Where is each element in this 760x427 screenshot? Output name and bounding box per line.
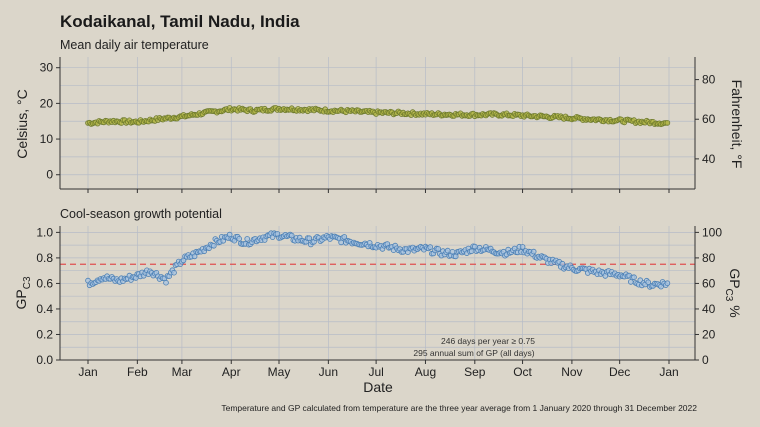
y-tick-label-5: 1.0 — [36, 225, 53, 239]
y-tick-label-3: 0.6 — [36, 276, 53, 290]
data-point — [288, 232, 295, 239]
celsius-axis-label: Celsius, °C — [14, 89, 30, 158]
gp-percent-axis-label-text: GP — [727, 268, 743, 288]
growth-potential-points — [85, 230, 671, 290]
y-right-tick-label-0: 0 — [702, 353, 709, 367]
data-point — [664, 120, 671, 126]
gp-percent-axis-label: GPC3 % — [723, 268, 743, 317]
data-point — [664, 280, 671, 287]
data-point — [444, 247, 451, 254]
x-tick-label-feb: Feb — [127, 365, 148, 379]
data-point — [163, 279, 169, 286]
gp-y-ticks: 0.0 0.2 0.4 0.6 0.8 1.0 — [36, 225, 60, 367]
y-tick-label-2: 20 — [40, 96, 54, 110]
data-source-caption: Temperature and GP calculated from tempe… — [221, 403, 697, 413]
temperature-panel-title: Mean daily air temperature — [60, 38, 209, 52]
chart-title: Kodaikanal, Tamil Nadu, India — [60, 12, 300, 31]
y-right-tick-label-2: 40 — [702, 302, 716, 316]
y-tick-label-0: 0.0 — [36, 353, 53, 367]
x-tick-label-jun: Jun — [319, 365, 338, 379]
annual-gp-sum-annotation: 295 annual sum of GP (all days) — [413, 348, 534, 358]
temperature-y-ticks-right: 40 60 80 — [695, 73, 716, 166]
data-point — [435, 246, 442, 252]
data-point — [211, 243, 217, 249]
data-point — [171, 269, 177, 276]
fahrenheit-axis-label: Fahrenheit, °F — [729, 80, 745, 169]
temperature-grid — [60, 57, 695, 193]
temperature-points — [85, 105, 671, 128]
y-right-tick-label-0: 40 — [702, 152, 716, 166]
x-tick-label-apr: Apr — [222, 365, 241, 379]
data-point — [530, 248, 537, 255]
x-tick-label-nov: Nov — [561, 365, 582, 379]
temperature-panel: Mean daily air temperature 0 10 20 30 40 60 8… — [14, 38, 745, 193]
y-tick-label-1: 0.2 — [36, 327, 53, 341]
data-point — [519, 244, 526, 250]
data-point — [191, 253, 198, 260]
days-above-threshold-annotation: 246 days per year ≥ 0.75 — [441, 336, 535, 346]
gp-axis-label-text: GP — [13, 289, 29, 309]
y-right-tick-label-3: 60 — [702, 276, 716, 290]
y-tick-label-1: 10 — [40, 132, 54, 146]
y-tick-label-0: 0 — [46, 168, 53, 182]
y-right-tick-label-2: 80 — [702, 73, 716, 87]
y-right-tick-label-1: 20 — [702, 327, 716, 341]
x-tick-label-oct: Oct — [513, 365, 532, 379]
data-point — [244, 236, 251, 242]
date-axis-label: Date — [363, 379, 393, 395]
gp-axis-label: GPC3 — [13, 276, 33, 309]
growth-potential-panel-title: Cool-season growth potential — [60, 207, 222, 221]
x-tick-label-sep: Sep — [464, 365, 486, 379]
month-x-ticks: Jan Feb Mar Apr May Jun Jul Aug Sep Oct Nov Dec Jan — [78, 360, 679, 379]
gp-percent-axis-label-suffix: % — [727, 301, 743, 317]
y-tick-label-4: 0.8 — [36, 251, 53, 265]
data-point — [427, 244, 434, 250]
y-tick-label-2: 0.4 — [36, 302, 53, 316]
y-right-tick-label-1: 60 — [702, 112, 716, 126]
x-tick-label-mar: Mar — [172, 365, 193, 379]
x-tick-label-jul: Jul — [368, 365, 383, 379]
temperature-y-ticks: 0 10 20 30 — [40, 61, 60, 182]
x-tick-label-aug: Aug — [415, 365, 436, 379]
data-point — [631, 274, 637, 281]
data-point — [338, 239, 344, 246]
growth-potential-grid — [60, 226, 695, 361]
y-right-tick-label-5: 100 — [702, 225, 722, 239]
data-point — [236, 236, 243, 242]
growth-potential-panel: Cool-season growth potential 0.00.20.40.… — [13, 207, 743, 395]
data-point — [559, 260, 566, 267]
data-point — [452, 253, 459, 260]
x-tick-label-jan: Jan — [659, 365, 678, 379]
data-point — [306, 235, 313, 242]
gp-y-ticks-right: 0 20 40 60 80 100 — [695, 225, 722, 367]
x-tick-label-dec: Dec — [609, 365, 630, 379]
x-tick-label-jan: Jan — [78, 365, 97, 379]
gp-axis-label-subscript: C3 — [22, 276, 33, 289]
x-tick-label-may: May — [268, 365, 291, 379]
data-point — [341, 234, 348, 240]
y-right-tick-label-4: 80 — [702, 251, 716, 265]
gp-percent-axis-label-subscript: C3 — [723, 289, 734, 302]
data-point — [468, 248, 475, 255]
y-tick-label-3: 30 — [40, 61, 54, 75]
